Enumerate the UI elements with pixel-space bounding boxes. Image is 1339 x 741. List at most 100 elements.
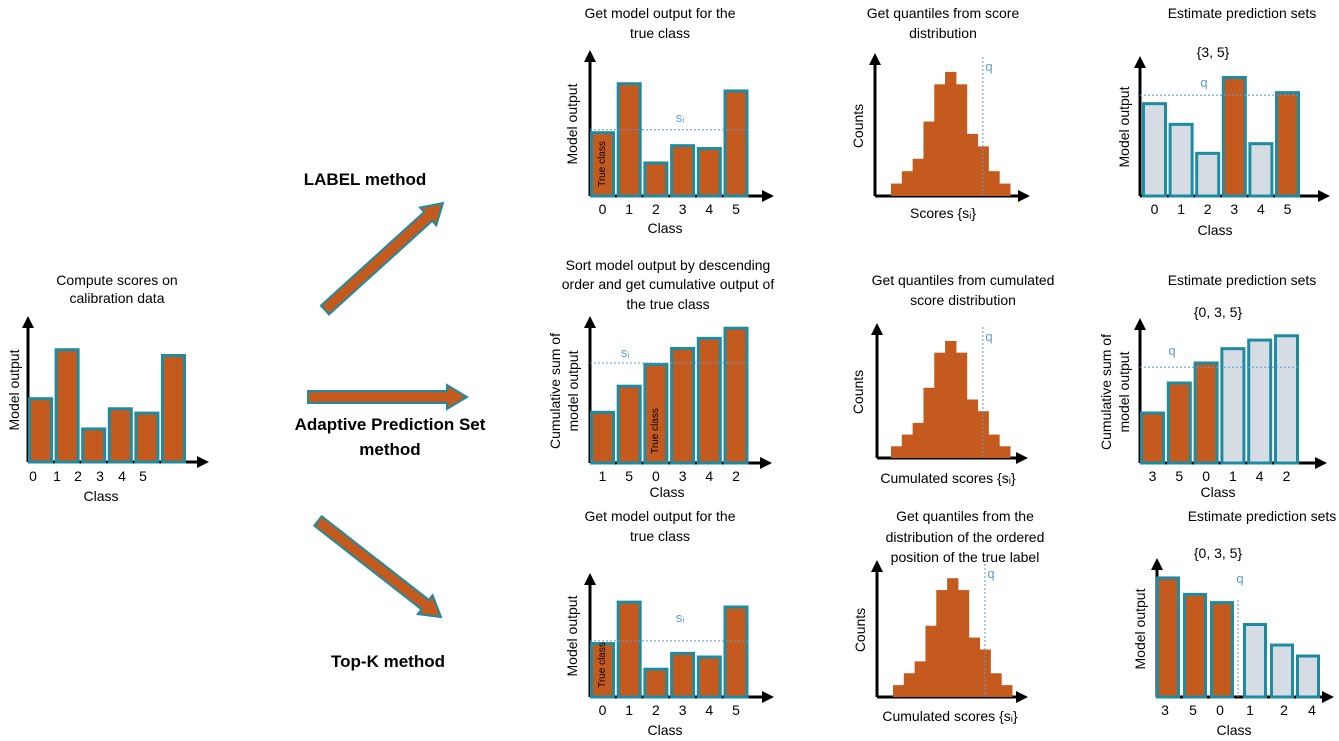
- aps-output-x-label: Class: [649, 484, 685, 500]
- topk-sets-bar-5: [1183, 592, 1207, 699]
- aps-sets-tick-label: 1: [1228, 468, 1237, 484]
- label-sets-bar-4: [1248, 142, 1274, 198]
- topk-output-bar-4: [696, 655, 722, 699]
- label-output-bar-3: [670, 144, 696, 198]
- topk-output-tick-label: 5: [732, 702, 740, 718]
- aps-quantile-histogram-bin: [999, 446, 1011, 458]
- topk-quantile-histogram-bin: [936, 590, 948, 697]
- label-sets-x-label: Class: [1197, 222, 1233, 238]
- aps-quantile-histogram-bin: [901, 434, 914, 458]
- label-sets-tick-label: 4: [1256, 201, 1265, 217]
- label-sets-y-label: Model output: [1116, 86, 1132, 168]
- topk-output-x-label: Class: [647, 722, 683, 738]
- label-quantile-histogram-bin: [901, 171, 914, 196]
- aps-quantile-x-label: Cumulated scores {sᵢ}: [880, 470, 1016, 486]
- topk-sets-y-label: Model output: [1132, 588, 1148, 669]
- label-output-bar-1: [616, 82, 642, 198]
- label-sets-tick-label: 1: [1177, 201, 1185, 217]
- label-output-tick-label: 5: [732, 201, 740, 217]
- topk-output-tick-label: 0: [598, 702, 607, 718]
- topk-output-score-label: sᵢ: [675, 610, 685, 625]
- topk-sets-x-arrowhead-icon: [1322, 691, 1334, 703]
- label-sets-x-arrowhead-icon: [1318, 190, 1330, 202]
- aps-quantile-histogram-bin: [934, 352, 946, 458]
- label-sets-bar-2: [1195, 151, 1221, 198]
- topk-quantile-histogram-bin: [903, 673, 916, 697]
- topk-sets-y-arrowhead-icon: [1151, 558, 1163, 570]
- aps-sets-tick-label: 5: [1175, 468, 1184, 484]
- aps-quantile-x-arrowhead-icon: [1016, 452, 1028, 464]
- topk-output-y-label: Model output: [564, 595, 580, 677]
- topk-sets-tick-label: 2: [1280, 702, 1288, 718]
- topk-output-title-line: Get model output for the: [584, 508, 736, 524]
- label-output-bar-2: [643, 161, 669, 198]
- aps-sets-bar-5: [1166, 381, 1192, 465]
- label-output-x-arrowhead-icon: [762, 190, 774, 202]
- topk-method-title: Top-K method: [331, 652, 445, 671]
- calibration-title-line: calibration data: [69, 290, 165, 306]
- aps-output-tick-label: 1: [598, 468, 607, 484]
- aps-quantile-y-arrowhead-icon: [871, 323, 883, 335]
- topk-output-x-arrowhead-icon: [762, 691, 774, 703]
- label-output-score-label: sᵢ: [675, 110, 685, 125]
- topk-quantile-title-line: position of the true label: [890, 549, 1040, 565]
- aps-output-bar-0: [643, 362, 669, 465]
- label-quantile-histogram-bin: [966, 133, 979, 196]
- calibration-y-label: Model output: [6, 349, 22, 431]
- calibration-y-arrowhead-icon: [22, 316, 34, 328]
- label-sets-bar-0: [1142, 102, 1167, 198]
- topk-quantile-histogram-bin: [957, 590, 970, 697]
- aps-quantile-histogram-bin: [891, 446, 903, 458]
- calibration-bar-5: [161, 354, 186, 464]
- aps-output-true-class-label: True class: [649, 408, 661, 454]
- topk-quantile-histogram-bin: [914, 661, 926, 697]
- label-quantile-title-line: distribution: [909, 25, 977, 41]
- aps-sets-bar-3: [1140, 411, 1165, 465]
- aps-method-arrow: [307, 383, 469, 411]
- aps-sets-bar-4: [1247, 338, 1273, 465]
- topk-output-bar-2: [643, 667, 669, 699]
- topk-output-title-line: true class: [630, 528, 690, 544]
- aps-quantile-title-line: score distribution: [910, 292, 1016, 308]
- aps-quantile-histogram-bin: [955, 352, 968, 458]
- aps-output-tick-label: 3: [678, 468, 687, 484]
- topk-quantile-quantile-label: q: [987, 566, 995, 581]
- aps-output-title-line: Sort model output by descending: [565, 257, 771, 273]
- aps-sets-x-arrowhead-icon: [1315, 457, 1327, 469]
- label-output-bar-5: [723, 89, 749, 198]
- calibration-title-line: Compute scores on: [56, 272, 178, 288]
- topk-quantile-histogram-bin: [968, 637, 981, 697]
- topk-quantile-y-arrowhead-icon: [871, 560, 883, 572]
- aps-sets-prediction-set: {0, 3, 5}: [1193, 304, 1243, 320]
- calibration-tick-label: 2: [74, 468, 82, 484]
- calibration-tick-label: 5: [139, 468, 147, 484]
- aps-output-tick-label: 0: [651, 468, 660, 484]
- aps-output-bar-3: [670, 347, 696, 465]
- label-output-x-label: Class: [647, 220, 683, 236]
- label-output-tick-label: 1: [625, 201, 634, 217]
- aps-quantile-quantile-label: q: [985, 329, 993, 344]
- label-quantile-histogram-bin: [934, 84, 946, 196]
- label-method-title: LABEL method: [303, 170, 427, 189]
- aps-quantile-title-line: Get quantiles from cumulated: [871, 272, 1055, 288]
- label-quantile-histogram-bin: [977, 146, 989, 196]
- topk-output-bar-5: [723, 605, 749, 699]
- calibration-x-label: Class: [83, 488, 119, 504]
- topk-sets-title-line: Estimate prediction sets: [1187, 508, 1337, 524]
- aps-sets-y-label: Cumulative sum of: [1098, 333, 1114, 450]
- label-sets-quantile-label: q: [1200, 75, 1208, 90]
- label-quantile-histogram-bin: [955, 84, 968, 196]
- topk-sets-tick-label: 3: [1161, 702, 1169, 718]
- aps-quantile-histogram-bin: [988, 434, 1000, 458]
- label-quantile-title-line: Get quantiles from score: [866, 5, 1020, 21]
- aps-method-title: Adaptive Prediction Set: [294, 415, 486, 434]
- topk-sets-quantile-label: q: [1236, 571, 1244, 586]
- topk-sets-bar-4: [1296, 654, 1320, 699]
- aps-quantile-histogram-bin: [945, 340, 957, 458]
- aps-output-score-label: sᵢ: [620, 345, 630, 360]
- label-sets-tick-label: 3: [1230, 201, 1239, 217]
- topk-output-bar-1: [616, 600, 642, 699]
- calibration-x-arrowhead-icon: [197, 456, 209, 468]
- aps-sets-y-label: model output: [1116, 351, 1132, 432]
